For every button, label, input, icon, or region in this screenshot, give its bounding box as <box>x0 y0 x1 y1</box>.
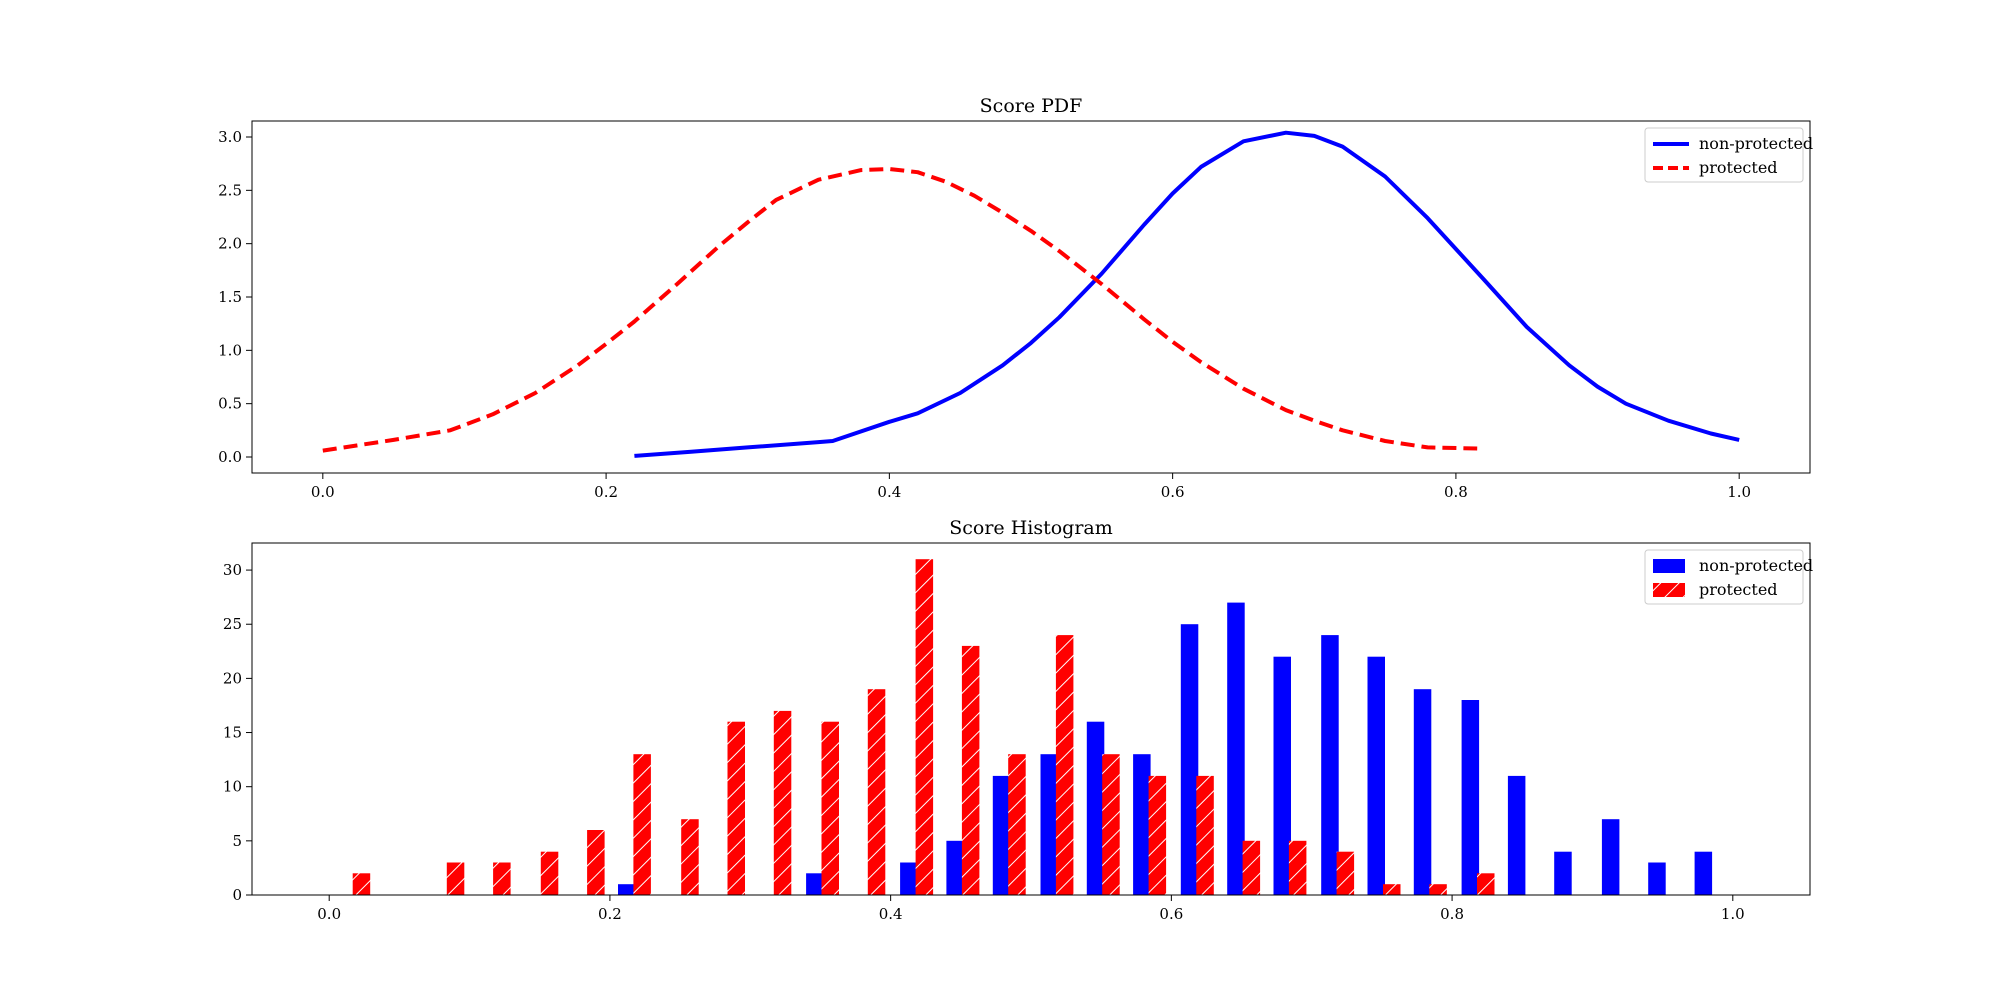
pdf-y-tick-label: 0.0 <box>218 448 242 466</box>
histogram-bar-non-protected <box>618 884 636 895</box>
pdf-x-tick-label: 0.2 <box>594 483 618 501</box>
histogram-bar-non-protected <box>1133 754 1151 895</box>
histogram-bar-non-protected <box>992 775 1011 895</box>
histogram-x-tick-label: 0.6 <box>1159 905 1183 923</box>
pdf-y-tick-label: 0.5 <box>218 395 242 413</box>
histogram-bar-protected <box>1383 884 1401 895</box>
histogram-bar-non-protected <box>900 862 918 895</box>
histogram-bar-non-protected <box>1507 775 1526 895</box>
histogram-title: Score Histogram <box>949 517 1113 539</box>
pdf-legend-label-non-protected: non-protected <box>1699 134 1813 153</box>
histogram-legend-swatch-protected <box>1653 583 1685 597</box>
histogram-bar-protected <box>540 851 559 895</box>
histogram-bar-protected <box>821 721 839 895</box>
histogram-bar-non-protected <box>1273 656 1291 895</box>
histogram-bar-protected <box>867 689 886 895</box>
pdf-y-tick-label: 1.5 <box>218 288 242 306</box>
pdf-y-tick-label: 2.0 <box>218 235 242 253</box>
histogram-y-tick-label: 0 <box>232 886 242 904</box>
histogram-bar-non-protected <box>806 873 824 895</box>
histogram-bar-protected <box>1242 840 1261 895</box>
histogram-x-tick-label: 1.0 <box>1721 905 1745 923</box>
histogram-bar-protected <box>1008 754 1026 895</box>
histogram-x-axis: 0.0 0.2 0.4 0.6 0.8 1.0 <box>317 895 1745 923</box>
histogram-y-tick-label: 25 <box>223 615 242 633</box>
histogram-bar-protected <box>1102 754 1120 895</box>
histogram-bar-non-protected <box>1227 602 1245 895</box>
histogram-bar-protected <box>1055 635 1074 895</box>
histogram-bar-non-protected <box>1040 754 1058 895</box>
histogram-legend-label-protected: protected <box>1699 580 1778 599</box>
pdf-legend: non-protected protected <box>1644 127 1813 183</box>
pdf-legend-label-protected: protected <box>1699 158 1778 177</box>
histogram-x-tick-label: 0.4 <box>879 905 903 923</box>
histogram-legend: non-protected protected <box>1644 549 1813 605</box>
histogram-y-tick-label: 30 <box>223 561 242 579</box>
histogram-bar-protected <box>493 862 511 895</box>
histogram-bar-protected <box>446 862 465 895</box>
histogram-bar-protected <box>1477 873 1495 895</box>
pdf-x-tick-label: 0.0 <box>311 483 335 501</box>
histogram-y-tick-label: 15 <box>223 724 242 742</box>
histogram-bar-non-protected <box>1461 700 1480 895</box>
histogram-y-tick-label: 5 <box>232 832 242 850</box>
histogram-bar-protected <box>1336 851 1355 895</box>
pdf-y-tick-label: 2.5 <box>218 181 242 199</box>
pdf-series <box>322 130 1740 458</box>
pdf-x-tick-label: 0.6 <box>1161 483 1185 501</box>
histogram-bar-protected <box>352 873 371 895</box>
pdf-x-tick-label: 1.0 <box>1727 483 1751 501</box>
histogram-bar-protected <box>587 830 605 895</box>
pdf-plot-frame <box>251 120 1811 474</box>
histogram-bar-protected <box>915 559 934 895</box>
histogram-bar-protected <box>1148 775 1167 895</box>
histogram-bar-protected <box>1429 884 1447 895</box>
histogram-bar-protected <box>1196 775 1214 895</box>
histogram-plot-frame <box>251 542 1811 896</box>
pdf-y-tick-label: 1.0 <box>218 341 242 359</box>
pdf-x-axis: 0.0 0.2 0.4 0.6 0.8 1.0 <box>311 473 1751 501</box>
histogram-bar-protected <box>727 721 745 895</box>
histogram-bar-protected <box>1288 840 1307 895</box>
histogram-bar-non-protected <box>1601 819 1620 895</box>
pdf-panel: Score PDF 0.00.51.01.52.02.53.0 0.0 0.2 0.… <box>218 95 1813 501</box>
pdf-title: Score PDF <box>980 95 1083 117</box>
histogram-legend-swatch-non-protected <box>1653 559 1685 573</box>
pdf-line-protected <box>322 167 1478 453</box>
histogram-bar-protected <box>961 645 980 895</box>
histogram-bar-protected <box>773 710 792 895</box>
histogram-x-tick-label: 0.0 <box>317 905 341 923</box>
histogram-bar-non-protected <box>1413 689 1432 895</box>
histogram-bar-non-protected <box>1180 624 1199 895</box>
histogram-bar-protected <box>681 819 699 895</box>
pdf-line-non-protected <box>634 130 1740 458</box>
histogram-bar-non-protected <box>1694 851 1713 895</box>
pdf-y-axis: 0.0 0.5 1.0 1.5 2.0 2.5 3.0 <box>218 128 252 466</box>
pdf-x-tick-label: 0.4 <box>877 483 901 501</box>
histogram-y-tick-label: 10 <box>223 778 242 796</box>
histogram-bar-non-protected <box>1367 656 1385 895</box>
pdf-x-tick-label: 0.8 <box>1444 483 1468 501</box>
histogram-y-axis: 0 5 10 15 20 25 30 <box>223 561 252 904</box>
histogram-bar-non-protected <box>1648 862 1666 895</box>
pdf-y-tick-label: 3.0 <box>218 128 242 146</box>
histogram-bar-non-protected <box>1321 635 1339 895</box>
histogram-bars <box>352 559 1713 895</box>
histogram-y-tick-label: 20 <box>223 669 242 687</box>
histogram-x-tick-label: 0.2 <box>598 905 622 923</box>
histogram-x-tick-label: 0.8 <box>1440 905 1464 923</box>
histogram-bar-non-protected <box>1086 721 1105 895</box>
histogram-bar-non-protected <box>1554 851 1572 895</box>
histogram-bar-protected <box>633 754 651 895</box>
histogram-legend-label-non-protected: non-protected <box>1699 556 1813 575</box>
histogram-bar-non-protected <box>946 840 964 895</box>
